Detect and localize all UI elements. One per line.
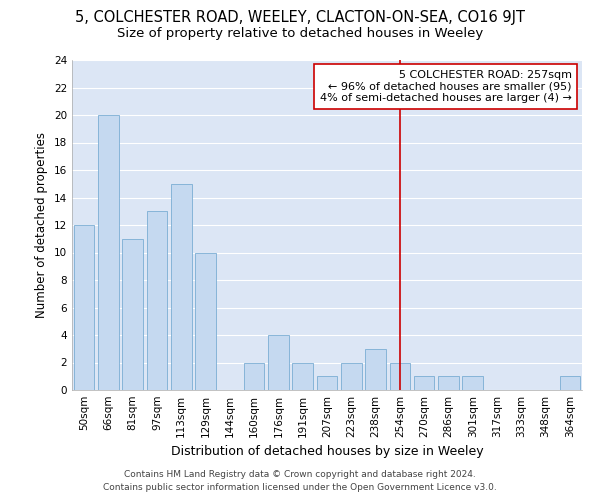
Bar <box>414 376 434 390</box>
Bar <box>560 376 580 390</box>
Bar <box>389 362 410 390</box>
Text: 5, COLCHESTER ROAD, WEELEY, CLACTON-ON-SEA, CO16 9JT: 5, COLCHESTER ROAD, WEELEY, CLACTON-ON-S… <box>75 10 525 25</box>
Bar <box>171 184 191 390</box>
Bar <box>122 239 143 390</box>
Bar <box>365 349 386 390</box>
Bar <box>146 211 167 390</box>
Bar <box>317 376 337 390</box>
Text: Size of property relative to detached houses in Weeley: Size of property relative to detached ho… <box>117 28 483 40</box>
Bar <box>292 362 313 390</box>
Bar <box>268 335 289 390</box>
Bar <box>438 376 459 390</box>
Bar <box>74 225 94 390</box>
Text: 5 COLCHESTER ROAD: 257sqm
← 96% of detached houses are smaller (95)
4% of semi-d: 5 COLCHESTER ROAD: 257sqm ← 96% of detac… <box>320 70 572 103</box>
X-axis label: Distribution of detached houses by size in Weeley: Distribution of detached houses by size … <box>170 446 484 458</box>
Text: Contains HM Land Registry data © Crown copyright and database right 2024.
Contai: Contains HM Land Registry data © Crown c… <box>103 470 497 492</box>
Bar <box>98 115 119 390</box>
Bar <box>244 362 265 390</box>
Bar <box>463 376 483 390</box>
Bar <box>341 362 362 390</box>
Y-axis label: Number of detached properties: Number of detached properties <box>35 132 49 318</box>
Bar <box>195 252 216 390</box>
